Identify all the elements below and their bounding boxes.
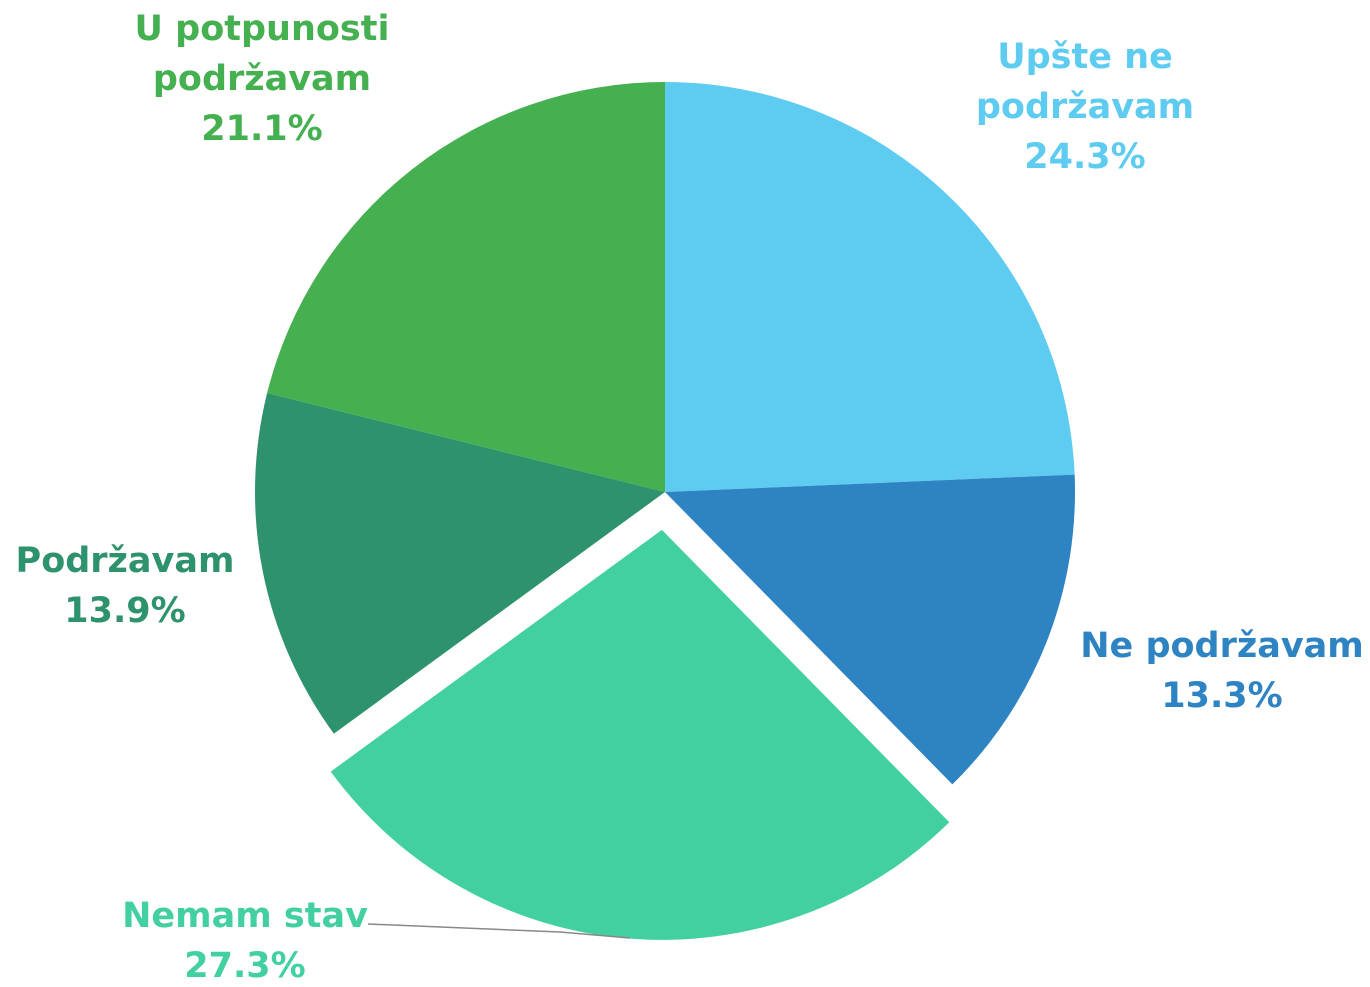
pie-slice bbox=[330, 529, 950, 940]
slice-label: Nemam stav bbox=[122, 896, 368, 936]
label-line: podržavam bbox=[153, 59, 371, 99]
label-line: U potpunosti bbox=[135, 9, 390, 49]
value-label: 13.3% bbox=[1161, 676, 1282, 716]
label-line: Upšte ne bbox=[997, 37, 1173, 77]
value-label: 13.9% bbox=[64, 591, 185, 631]
value-label: 27.3% bbox=[184, 946, 305, 986]
label-line: Podržavam bbox=[16, 541, 235, 581]
label-line: podržavam bbox=[976, 87, 1194, 127]
slice-label: U potpunosti podržavam bbox=[135, 9, 390, 99]
slice-label: Ne podržavam bbox=[1080, 626, 1364, 666]
leader-line bbox=[367, 923, 631, 939]
pie-slice bbox=[665, 82, 1075, 492]
value-label: 21.1% bbox=[201, 109, 322, 149]
pie-slice bbox=[267, 82, 665, 492]
label-line: Nemam stav bbox=[122, 896, 368, 936]
pie-slice bbox=[254, 393, 665, 734]
slice-label: Podržavam bbox=[16, 541, 235, 581]
value-label: 24.3% bbox=[1024, 137, 1145, 177]
label-line: Ne podržavam bbox=[1080, 626, 1364, 666]
pie-slice bbox=[665, 474, 1075, 785]
slice-label: Upšte ne podržavam bbox=[976, 37, 1194, 127]
